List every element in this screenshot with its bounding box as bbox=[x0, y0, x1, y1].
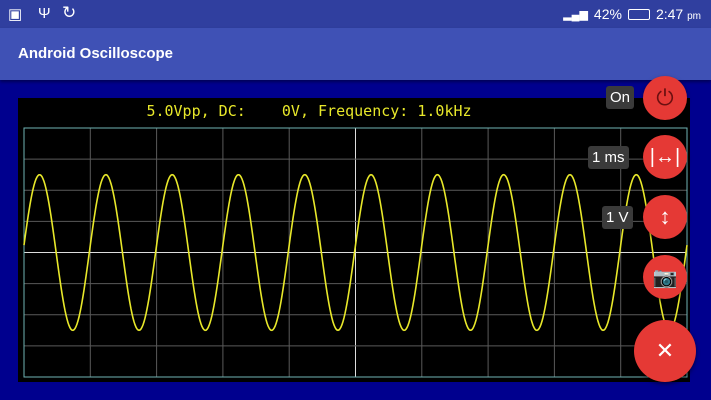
screenshot-button[interactable]: 📷 bbox=[643, 255, 687, 299]
close-icon: ✕ bbox=[655, 338, 675, 363]
power-button[interactable]: ⏻ bbox=[643, 76, 687, 120]
sync-icon: ↻ bbox=[62, 3, 77, 22]
volts-button[interactable]: ↕ bbox=[643, 195, 687, 239]
timebase-label: 1 ms bbox=[588, 146, 629, 169]
measurement-readout: 5.0Vpp, DC: 0V, Frequency: 1.0kHz bbox=[146, 102, 472, 120]
app-bar: Android Oscilloscope bbox=[0, 28, 711, 80]
code-icon: ▣ bbox=[8, 6, 23, 23]
scope-plot bbox=[23, 127, 688, 378]
battery-percent: 42% bbox=[593, 6, 622, 22]
clock: 2:47 pm bbox=[655, 6, 701, 22]
usb-icon: Ψ bbox=[38, 5, 51, 22]
close-menu-button[interactable]: ✕ bbox=[634, 320, 696, 382]
power-icon: ⏻ bbox=[656, 85, 674, 110]
horizontal-resize-icon: |↔| bbox=[649, 145, 681, 168]
volts-label: 1 V bbox=[602, 206, 633, 229]
app-title: Android Oscilloscope bbox=[18, 45, 174, 62]
signal-icon: ▂▄▆ bbox=[563, 8, 588, 21]
vertical-resize-icon: ↕ bbox=[659, 204, 671, 229]
signal-trace bbox=[23, 173, 688, 332]
camera-icon: 📷 bbox=[652, 266, 678, 289]
battery-icon bbox=[627, 8, 650, 20]
grid-border bbox=[23, 127, 688, 378]
timebase-button[interactable]: |↔| bbox=[643, 135, 687, 179]
status-bar: ▣ Ψ ↻ ▂▄▆ 42% 2:47 pm bbox=[0, 0, 711, 28]
power-label: On bbox=[606, 86, 635, 109]
oscilloscope-display[interactable]: 5.0Vpp, DC: 0V, Frequency: 1.0kHz bbox=[18, 98, 690, 382]
